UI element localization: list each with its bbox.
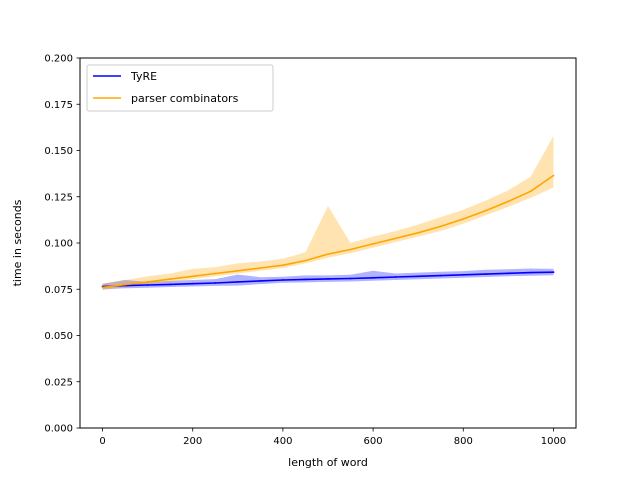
data-point-parser-combinators — [146, 281, 149, 283]
legend: TyRE parser combinators — [86, 64, 274, 112]
y-axis-label: time in seconds — [11, 199, 24, 286]
data-point-tyre — [282, 279, 284, 281]
y-tick-label: 0.050 — [44, 331, 73, 342]
data-point-parser-combinators — [304, 259, 307, 262]
data-point-parser-combinators — [259, 267, 262, 269]
series-lines — [101, 174, 555, 289]
y-tick-label: 0.025 — [44, 377, 73, 388]
y-tick-label: 0.175 — [44, 100, 73, 111]
data-point-parser-combinators — [394, 237, 397, 240]
y-tick-label: 0.000 — [44, 424, 73, 435]
data-point-parser-combinators — [124, 283, 126, 286]
data-point-parser-combinators — [349, 248, 352, 251]
data-point-tyre — [327, 278, 329, 280]
x-tick-label: 600 — [364, 436, 383, 447]
data-point-parser-combinators — [169, 278, 172, 280]
data-point-parser-combinators — [282, 264, 284, 267]
data-point-parser-combinators — [507, 200, 510, 203]
data-point-tyre — [394, 276, 397, 278]
legend-label-tyre: TyRE — [130, 70, 157, 83]
data-point-parser-combinators — [484, 209, 487, 212]
x-tick-label: 400 — [273, 436, 292, 447]
x-tick-label: 200 — [183, 436, 202, 447]
legend-frame — [86, 64, 274, 112]
data-point-tyre — [169, 283, 172, 286]
x-axis-ticks: 0 200 400 600 800 1000 — [99, 428, 566, 447]
data-point-tyre — [236, 281, 239, 283]
data-point-parser-combinators — [372, 243, 374, 245]
x-axis-label: length of word — [288, 456, 368, 469]
y-tick-label: 0.125 — [44, 192, 73, 203]
data-point-parser-combinators — [462, 218, 465, 220]
data-point-parser-combinators — [191, 275, 194, 278]
legend-label-parser-combinators: parser combinators — [131, 92, 239, 105]
data-point-tyre — [462, 273, 465, 276]
data-point-parser-combinators — [214, 272, 217, 275]
data-point-tyre — [507, 272, 510, 275]
data-point-tyre — [191, 282, 194, 285]
data-point-tyre — [372, 276, 374, 279]
data-point-parser-combinators — [236, 269, 239, 272]
data-point-parser-combinators — [417, 231, 420, 234]
data-point-parser-combinators — [327, 253, 329, 256]
data-point-parser-combinators — [101, 286, 104, 289]
data-point-tyre — [417, 275, 420, 278]
y-axis-ticks: 0.000 0.025 0.050 0.075 0.100 0.125 0.150 0.175… — [44, 54, 80, 435]
data-point-parser-combinators — [530, 190, 532, 193]
y-tick-label: 0.200 — [44, 54, 73, 65]
y-tick-label: 0.150 — [44, 146, 73, 157]
data-point-parser-combinators — [552, 174, 555, 177]
data-point-tyre — [439, 274, 442, 277]
y-tick-label: 0.075 — [44, 285, 73, 296]
x-tick-label: 1000 — [541, 436, 566, 447]
data-point-tyre — [530, 271, 532, 274]
data-point-tyre — [214, 282, 217, 284]
data-point-parser-combinators — [439, 225, 442, 228]
x-tick-label: 0 — [99, 436, 105, 447]
data-point-tyre — [146, 284, 149, 286]
data-point-tyre — [552, 271, 555, 274]
data-point-tyre — [349, 277, 352, 280]
x-tick-label: 800 — [454, 436, 473, 447]
band-parser-combinators — [102, 135, 554, 291]
data-point-tyre — [304, 278, 307, 281]
data-point-tyre — [259, 280, 262, 282]
confidence-bands — [102, 135, 554, 291]
y-tick-label: 0.100 — [44, 239, 73, 250]
data-point-tyre — [484, 273, 487, 275]
